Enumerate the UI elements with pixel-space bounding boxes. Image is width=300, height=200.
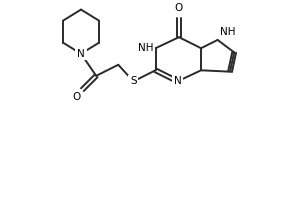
Text: O: O bbox=[72, 92, 80, 102]
Text: S: S bbox=[130, 76, 137, 86]
Text: NH: NH bbox=[138, 43, 153, 53]
Text: O: O bbox=[175, 3, 183, 13]
Text: NH: NH bbox=[220, 27, 235, 37]
Text: N: N bbox=[174, 76, 182, 86]
Text: N: N bbox=[77, 49, 85, 59]
